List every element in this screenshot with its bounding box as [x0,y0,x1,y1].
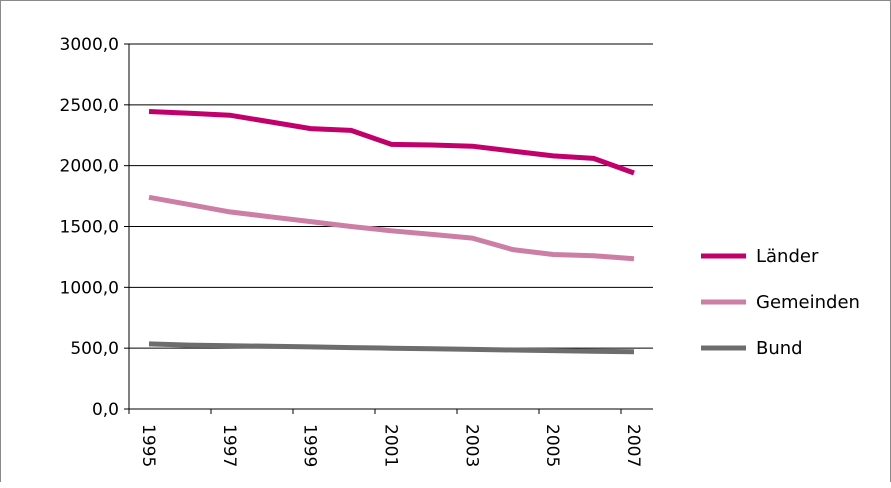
y-tick-label: 3000,0 [60,35,119,55]
series-line-1 [148,194,635,262]
series-line-2 [148,341,635,355]
y-tick-label: 0,0 [92,400,119,420]
y-tick-labels: 3000,0 2500,0 2000,0 1500,0 1000,0 500,0 0,0 [60,35,119,420]
x-tick-label: 2003 [461,424,481,467]
legend-label: Länder [756,246,819,267]
legend-label: Gemeinden [756,292,860,313]
y-tick-label: 2000,0 [60,157,119,177]
series-line-0 [148,109,635,176]
x-tick-label: 1999 [300,424,320,467]
y-tick-label: 2500,0 [60,96,119,116]
legend-label: Bund [756,338,803,359]
x-tick-label: 2007 [623,424,643,467]
legend: Länder Gemeinden Bund [701,246,860,359]
y-tick-label: 500,0 [70,339,119,359]
x-tick-labels: 1995 1997 1999 2001 2003 2005 2007 [138,424,643,467]
series-lines [148,109,635,355]
y-tick-label: 1000,0 [60,278,119,298]
x-tick-label: 2005 [542,424,562,467]
y-tick-label: 1500,0 [60,218,119,238]
x-tick-label: 2001 [381,424,401,467]
x-tick-label: 1995 [138,424,158,467]
gridlines [129,43,653,349]
axes [124,43,653,414]
x-tick-label: 1997 [219,424,239,467]
